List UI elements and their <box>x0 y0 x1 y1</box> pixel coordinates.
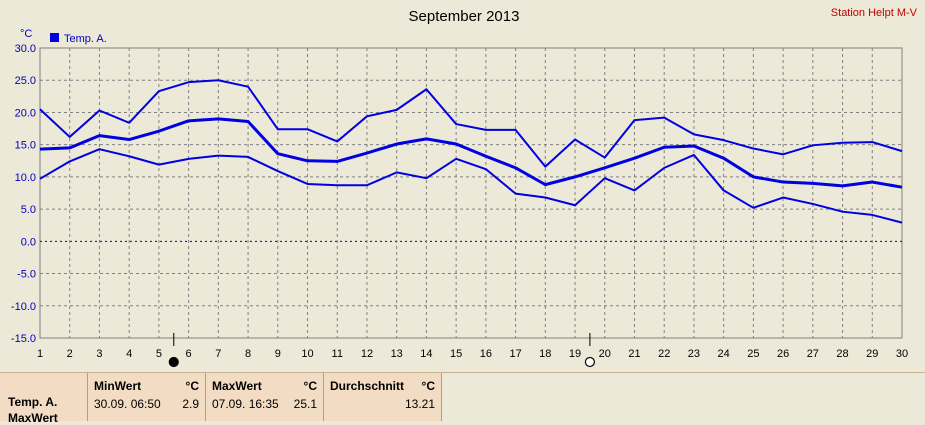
average-value-cell: Durchschnitt °C 13.21 <box>324 373 442 421</box>
min-date: 30.09. 06:50 <box>94 397 161 411</box>
legend-label: Temp. A. <box>64 33 107 45</box>
avg-unit: °C <box>421 379 435 393</box>
y-tick-label: 30.0 <box>15 43 36 55</box>
x-tick-label: 19 <box>569 348 581 360</box>
min-value: 2.9 <box>182 397 199 411</box>
x-tick-label: 20 <box>599 348 611 360</box>
min-header: MinWert <box>94 379 142 393</box>
y-tick-label: 10.0 <box>15 172 36 184</box>
x-tick-labels: 1 2 3 4 5 6 7 8 9 10 11 12 13 14 15 16 17 18 19 20 21 22 23 24 2… <box>37 348 908 360</box>
moon-markers <box>168 333 595 368</box>
x-tick-label: 10 <box>301 348 313 360</box>
x-tick-label: 12 <box>361 348 373 360</box>
x-tick-label: 23 <box>688 348 700 360</box>
x-tick-label: 3 <box>96 348 102 360</box>
x-tick-label: 16 <box>480 348 492 360</box>
x-tick-label: 25 <box>747 348 759 360</box>
statistics-panel: Temp. A. MaxWert MinWert °C 30.09. 06:50… <box>0 372 925 425</box>
max-header: MaxWert <box>212 379 262 393</box>
x-tick-label: 18 <box>539 348 551 360</box>
x-tick-label: 9 <box>275 348 281 360</box>
stats-row-label: Temp. A. <box>8 395 58 409</box>
min-unit: °C <box>185 379 199 393</box>
x-tick-label: 5 <box>156 348 162 360</box>
legend-swatch <box>50 33 59 42</box>
temperature-chart: 30.0 25.0 20.0 15.0 10.0 5.0 0.0 -5.0 -10.0 -15.0… <box>11 7 918 368</box>
x-tick-label: 6 <box>186 348 192 360</box>
y-tick-label: -10.0 <box>11 301 36 313</box>
x-tick-label: 17 <box>509 348 521 360</box>
avg-header: Durchschnitt <box>330 379 405 393</box>
x-tick-label: 2 <box>67 348 73 360</box>
x-tick-label: 4 <box>126 348 132 360</box>
chart-title: September 2013 <box>409 8 520 25</box>
grid <box>40 48 902 338</box>
max-unit: °C <box>303 379 317 393</box>
y-tick-label: 5.0 <box>21 204 36 216</box>
x-tick-label: 24 <box>718 348 730 360</box>
y-tick-label: 15.0 <box>15 140 36 152</box>
x-tick-label: 28 <box>836 348 848 360</box>
series-line <box>39 79 903 168</box>
x-tick-label: 15 <box>450 348 462 360</box>
x-tick-label: 1 <box>37 348 43 360</box>
x-tick-label: 22 <box>658 348 670 360</box>
stats-row-label-2: MaxWert <box>8 411 58 425</box>
y-tick-label: 25.0 <box>15 75 36 87</box>
y-tick-label: 0.0 <box>21 236 36 248</box>
max-value-cell: MaxWert °C 07.09. 16:35 25.1 <box>206 373 324 421</box>
series-line <box>39 117 903 189</box>
full-moon-icon <box>584 356 595 368</box>
x-tick-label: 11 <box>332 348 343 360</box>
x-tick-label: 13 <box>391 348 403 360</box>
x-tick-label: 30 <box>896 348 908 360</box>
stats-row-labels: Temp. A. MaxWert <box>0 373 88 425</box>
y-tick-label: 20.0 <box>15 107 36 119</box>
series-line <box>39 148 903 224</box>
x-tick-label: 29 <box>866 348 878 360</box>
new-moon-icon <box>168 356 179 368</box>
max-date: 07.09. 16:35 <box>212 397 279 411</box>
plot-area <box>39 47 903 339</box>
x-tick-label: 14 <box>420 348 432 360</box>
max-value: 25.1 <box>293 397 317 411</box>
y-axis-unit: °C <box>20 28 32 40</box>
x-tick-label: 27 <box>807 348 819 360</box>
series-lines <box>39 79 903 224</box>
x-tick-label: 8 <box>245 348 251 360</box>
y-tick-label: -5.0 <box>17 269 36 281</box>
station-label: Station Helpt M-V <box>831 7 918 19</box>
y-tick-labels: 30.0 25.0 20.0 15.0 10.0 5.0 0.0 -5.0 -10.0 -15.0 <box>11 43 36 345</box>
x-tick-label: 26 <box>777 348 789 360</box>
x-tick-label: 7 <box>215 348 221 360</box>
y-tick-label: -15.0 <box>11 333 36 345</box>
x-tick-label: 21 <box>628 348 640 360</box>
avg-value: 13.21 <box>404 397 435 411</box>
min-value-cell: MinWert °C 30.09. 06:50 2.9 <box>88 373 206 421</box>
